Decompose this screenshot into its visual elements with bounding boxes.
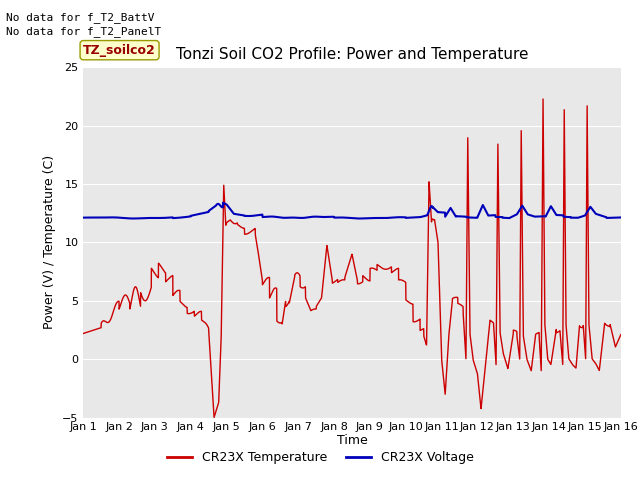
Y-axis label: Power (V) / Temperature (C): Power (V) / Temperature (C) bbox=[44, 156, 56, 329]
Text: No data for f_T2_BattV: No data for f_T2_BattV bbox=[6, 12, 155, 23]
Text: TZ_soilco2: TZ_soilco2 bbox=[83, 44, 156, 57]
Legend: CR23X Temperature, CR23X Voltage: CR23X Temperature, CR23X Voltage bbox=[161, 446, 479, 469]
Text: No data for f_T2_PanelT: No data for f_T2_PanelT bbox=[6, 26, 162, 37]
Title: Tonzi Soil CO2 Profile: Power and Temperature: Tonzi Soil CO2 Profile: Power and Temper… bbox=[176, 47, 528, 62]
X-axis label: Time: Time bbox=[337, 434, 367, 447]
